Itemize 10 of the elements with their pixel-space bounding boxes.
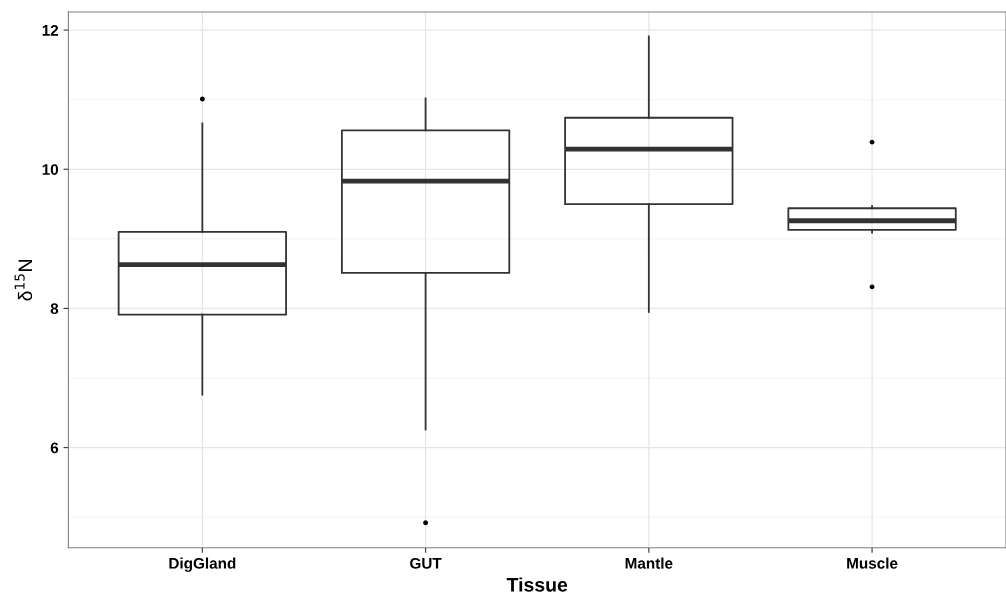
x-tick-label: GUT [410,557,442,569]
y-tick-label: 6 [50,442,59,454]
y-axis-title: δ$^{15}$N [14,260,33,301]
x-tick-label: DigGland [169,557,236,572]
y-tick-label: 8 [50,303,59,315]
y-tick-label: 10 [42,164,59,175]
y-tick-label: 12 [42,24,59,36]
x-tick-label: Muscle [847,557,898,569]
x-axis-title: Tissue [506,577,568,592]
x-tick-label: Mantle [625,557,673,569]
